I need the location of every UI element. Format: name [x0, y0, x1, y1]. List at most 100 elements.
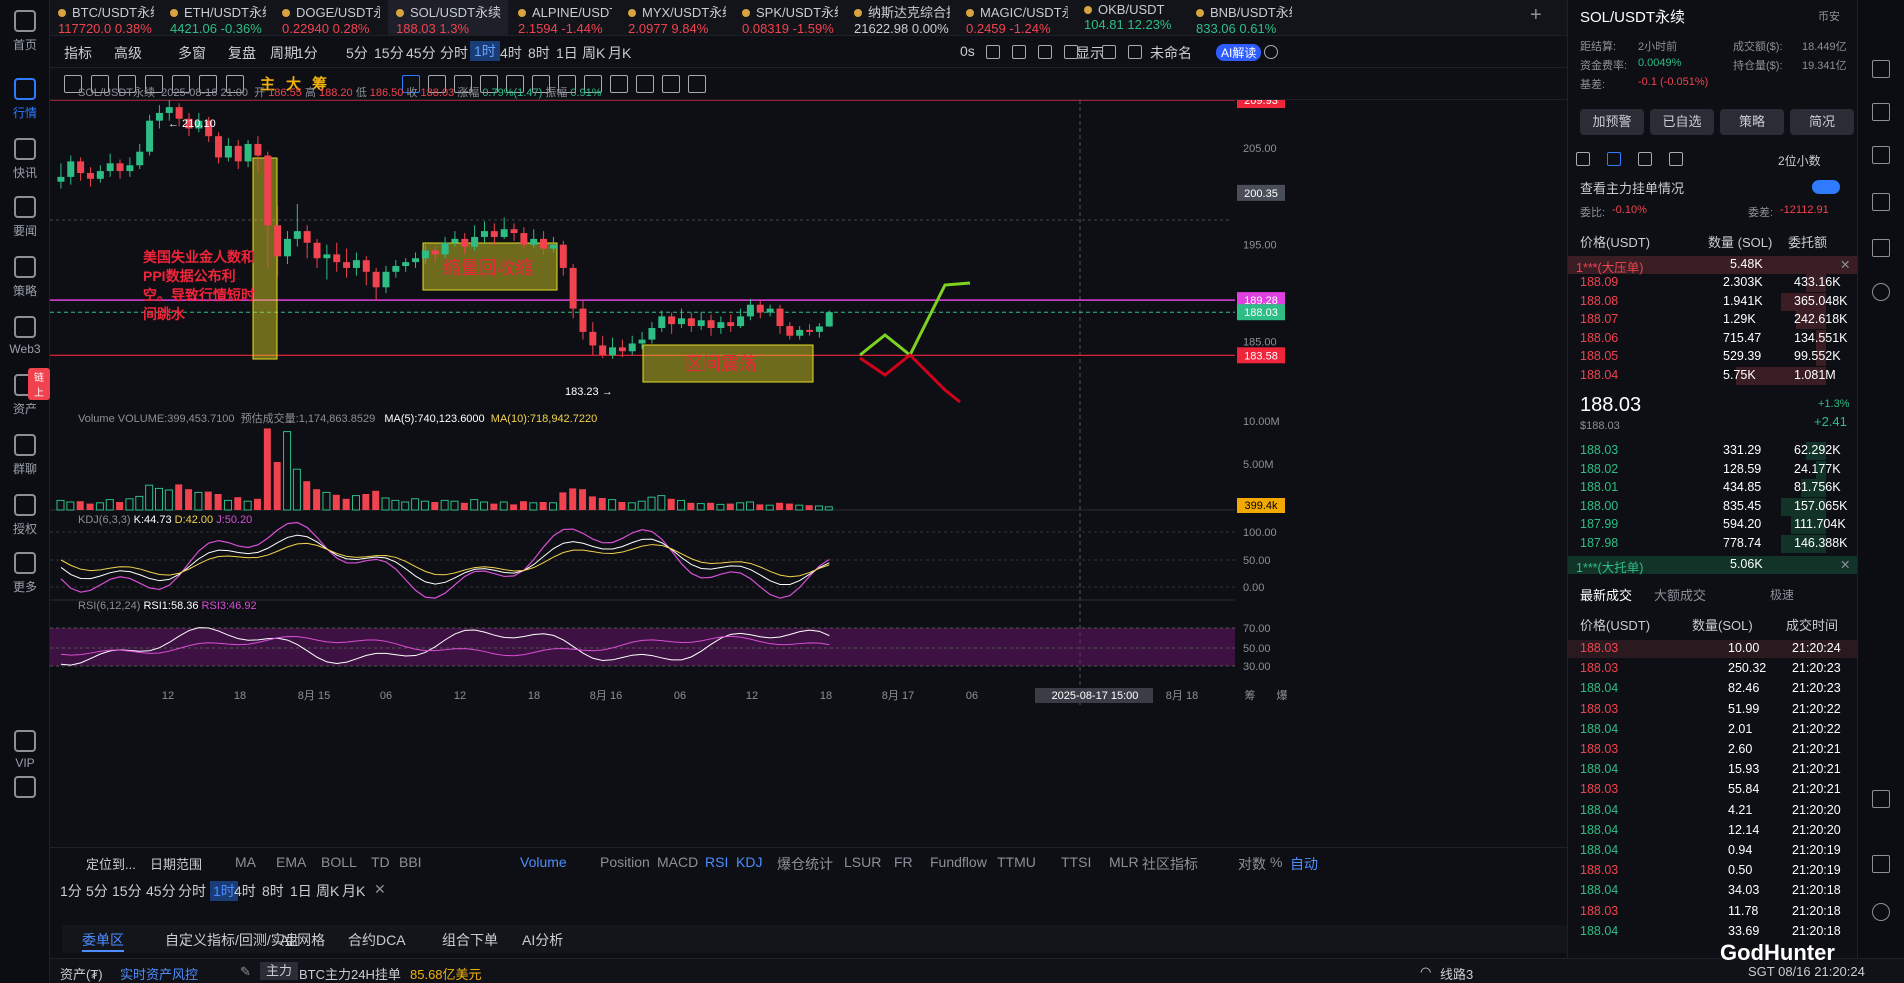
toolbar-item[interactable]: 分时: [440, 45, 468, 61]
toolbar-right-item[interactable]: 0s: [960, 43, 975, 59]
indicator-tab[interactable]: TTSI: [1061, 854, 1092, 870]
ob-list-icon[interactable]: [1669, 152, 1683, 166]
indicator-tab[interactable]: 定位到...: [86, 857, 136, 872]
ruler-icon[interactable]: [402, 75, 420, 93]
panel-button[interactable]: 加预警: [1580, 109, 1644, 135]
exchange-label[interactable]: 币安: [1818, 11, 1840, 23]
ticker-tab[interactable]: SOL/USDT永续 188.03 1.3%: [388, 0, 508, 36]
indicator-tab[interactable]: Fundflow: [930, 854, 987, 870]
interval-tab[interactable]: 分时: [178, 883, 206, 899]
bottom-tab[interactable]: 委单区: [82, 930, 124, 952]
interval-tab[interactable]: 4时: [234, 883, 256, 899]
rect-icon[interactable]: [172, 75, 190, 93]
trade-tab-latest[interactable]: 最新成交: [1580, 588, 1633, 603]
lock-icon[interactable]: [532, 75, 550, 93]
indicator-tab[interactable]: EMA: [276, 854, 307, 870]
toggle-switch[interactable]: [1812, 180, 1840, 194]
ask-row[interactable]: 188.09 2.303K 433.16K: [1568, 274, 1858, 292]
indicator-tab[interactable]: 社区指标: [1142, 856, 1198, 872]
interval-tab[interactable]: 1日: [290, 883, 312, 899]
toolbar-item[interactable]: 1时: [470, 41, 500, 61]
redo-icon[interactable]: [688, 75, 706, 93]
trend-icon[interactable]: [1872, 146, 1890, 164]
fast-checkbox[interactable]: 极速: [1770, 588, 1795, 602]
bid-row[interactable]: 188.01 434.85 81.756K: [1568, 479, 1858, 497]
edit-icon[interactable]: ✎: [240, 964, 251, 979]
nav-wallet[interactable]: 资产 链上: [0, 368, 50, 417]
ask-row[interactable]: 188.06 715.47 134.551K: [1568, 329, 1858, 348]
toolbar-item[interactable]: 4时: [500, 45, 522, 61]
nav-key[interactable]: 授权: [0, 494, 50, 537]
filter-icon[interactable]: [610, 75, 628, 93]
indicator-tab[interactable]: RSI: [705, 854, 729, 870]
panel-button[interactable]: 策略: [1720, 109, 1784, 135]
toolbar-right-item[interactable]: 显示: [1076, 45, 1104, 61]
add-tab-icon[interactable]: +: [1530, 4, 1542, 26]
close-icon[interactable]: ✕: [1840, 258, 1851, 272]
big-bid-row[interactable]: 1***(大托单) 5.06K ✕: [1568, 556, 1858, 575]
ticker-tab[interactable]: OKB/USDT 104.81 12.23%: [1076, 0, 1186, 36]
trash-icon[interactable]: [636, 75, 654, 93]
list-icon[interactable]: [1872, 855, 1890, 873]
ob-header[interactable]: 委托额: [1788, 235, 1828, 250]
interval-tab[interactable]: 月K: [342, 883, 366, 899]
link-icon[interactable]: [1872, 283, 1890, 301]
toolbar-item[interactable]: 1日: [556, 45, 578, 61]
ticker-tab[interactable]: 纳斯达克综合指数21622.98 0.00%: [846, 0, 956, 36]
trade-header[interactable]: 成交时间: [1786, 618, 1839, 633]
toolbar-item[interactable]: 月K: [608, 45, 632, 61]
indicator-tab[interactable]: 自动: [1290, 856, 1318, 872]
indicator-tab[interactable]: MACD: [657, 854, 699, 870]
indicator-tab[interactable]: MA: [235, 854, 256, 870]
nav-news[interactable]: 快讯: [0, 138, 50, 181]
interval-tab[interactable]: 45分: [146, 883, 176, 899]
toolbar-item[interactable]: 复盘: [228, 45, 256, 61]
tool-label[interactable]: 主: [260, 76, 276, 93]
toolbar-item[interactable]: 周期: [270, 45, 298, 61]
fullscreen-icon[interactable]: [1128, 45, 1142, 59]
brush-icon[interactable]: [199, 75, 217, 93]
channel-icon[interactable]: [118, 75, 136, 93]
ticker-tab[interactable]: MYX/USDT永续 2.0977 9.84%: [620, 0, 732, 36]
interval-tab[interactable]: 15分: [112, 883, 142, 899]
toolbar-item[interactable]: 5分: [346, 45, 368, 61]
ray-icon[interactable]: [145, 75, 163, 93]
bid-row[interactable]: 188.00 835.45 157.065K: [1568, 497, 1858, 516]
edit-icon[interactable]: [1012, 45, 1026, 59]
ticker-tab[interactable]: SPK/USDT永续 0.08319 -1.59%: [734, 0, 844, 36]
ticker-tab[interactable]: ETH/USDT永续 4421.06 -0.36%: [162, 0, 272, 36]
interval-tab[interactable]: 8时: [262, 883, 284, 899]
interval-tab[interactable]: 5分: [86, 883, 108, 899]
indicator-tab[interactable]: LSUR: [844, 854, 882, 870]
indicator-tab[interactable]: 爆仓统计: [777, 856, 833, 872]
layout-icon[interactable]: [1872, 60, 1890, 78]
indicator-tab[interactable]: FR: [894, 854, 913, 870]
share-icon[interactable]: [1264, 45, 1278, 59]
watch-main-link[interactable]: 查看主力挂单情况: [1580, 181, 1685, 196]
toolbar-item[interactable]: 高级: [114, 45, 142, 61]
ob-header[interactable]: 数量 (SOL): [1708, 235, 1773, 250]
toolbar-item[interactable]: 周K: [582, 45, 606, 61]
interval-tab[interactable]: 1分: [60, 883, 82, 899]
bid-row[interactable]: 188.03 331.29 62.292K: [1568, 442, 1858, 460]
indicator-tab[interactable]: KDJ: [736, 854, 763, 870]
tag-icon[interactable]: [480, 75, 498, 93]
indicator-tab[interactable]: Position: [600, 854, 650, 870]
ob-asks-icon[interactable]: [1638, 152, 1652, 166]
interval-tab[interactable]: 1时: [210, 881, 238, 901]
depth-select[interactable]: 2位小数: [1778, 154, 1821, 168]
toolbar-item[interactable]: 8时: [528, 45, 550, 61]
nav-chart-bar[interactable]: 行情: [0, 78, 50, 121]
nav-chat[interactable]: 群聊: [0, 434, 50, 477]
nav-vip[interactable]: VIP: [0, 730, 50, 770]
bid-row[interactable]: 187.98 778.74 146.388K: [1568, 534, 1858, 553]
ob-bids-icon[interactable]: [1607, 152, 1621, 166]
close-icon[interactable]: ✕: [374, 881, 386, 897]
draw-icon[interactable]: [1038, 45, 1052, 59]
trade-header[interactable]: 数量(SOL): [1692, 618, 1753, 633]
bid-row[interactable]: 187.99 594.20 111.704K: [1568, 516, 1858, 534]
toolbar-item[interactable]: 15分: [374, 45, 404, 61]
chart-area[interactable]: ← 210.10 183.23 → 209.93 200.35 189.28 188.03…: [50, 87, 1567, 842]
panel-button[interactable]: 简况: [1790, 109, 1854, 135]
indicator-tab[interactable]: 日期范围: [150, 857, 203, 872]
